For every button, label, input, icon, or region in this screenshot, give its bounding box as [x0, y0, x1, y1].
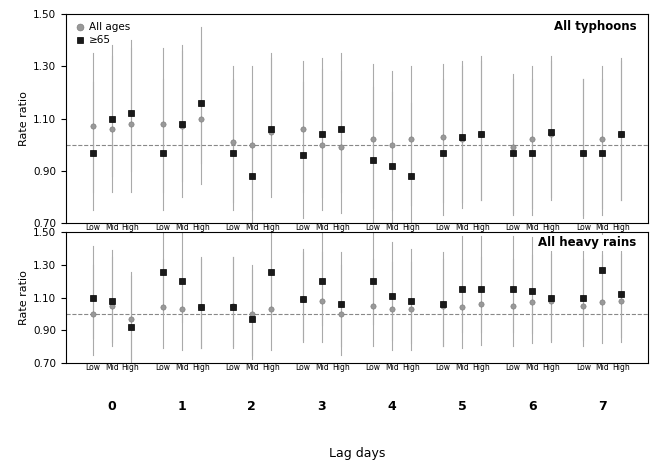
Text: Mid: Mid	[105, 223, 118, 232]
Text: Low: Low	[155, 363, 171, 372]
Text: High: High	[472, 223, 490, 232]
Text: 7: 7	[598, 400, 607, 413]
Text: 3: 3	[317, 400, 327, 413]
Text: 2: 2	[247, 400, 256, 413]
Text: High: High	[402, 223, 420, 232]
Text: Mid: Mid	[175, 223, 188, 232]
Text: 1: 1	[177, 400, 186, 413]
Text: Mid: Mid	[596, 363, 609, 372]
Text: Low: Low	[295, 363, 311, 372]
Text: Low: Low	[576, 363, 591, 372]
Text: High: High	[192, 363, 210, 372]
Text: High: High	[472, 363, 490, 372]
Text: Mid: Mid	[525, 363, 539, 372]
Text: Low: Low	[436, 363, 451, 372]
Text: High: High	[402, 363, 420, 372]
Text: All typhoons: All typhoons	[553, 20, 636, 33]
Y-axis label: Rate ratio: Rate ratio	[19, 270, 29, 325]
Text: Mid: Mid	[315, 363, 329, 372]
Text: High: High	[262, 223, 280, 232]
Text: Mid: Mid	[245, 223, 258, 232]
Text: High: High	[332, 223, 350, 232]
Text: High: High	[542, 223, 560, 232]
Text: 6: 6	[528, 400, 537, 413]
Text: Low: Low	[85, 363, 100, 372]
Text: Low: Low	[506, 363, 521, 372]
Text: Low: Low	[155, 223, 171, 232]
Text: Low: Low	[576, 223, 591, 232]
Text: 4: 4	[387, 400, 397, 413]
Text: High: High	[262, 363, 280, 372]
Text: Low: Low	[85, 223, 100, 232]
Text: Mid: Mid	[455, 363, 469, 372]
Text: High: High	[332, 363, 350, 372]
Text: All heavy rains: All heavy rains	[538, 236, 636, 249]
Text: Mid: Mid	[525, 223, 539, 232]
Text: 0: 0	[107, 400, 116, 413]
Text: Mid: Mid	[455, 223, 469, 232]
Text: 5: 5	[457, 400, 467, 413]
Text: Low: Low	[506, 223, 521, 232]
Text: Mid: Mid	[245, 363, 258, 372]
Text: High: High	[122, 223, 139, 232]
Y-axis label: Rate ratio: Rate ratio	[19, 91, 29, 146]
Text: Low: Low	[225, 363, 241, 372]
Legend: All ages, ≥65: All ages, ≥65	[71, 19, 134, 48]
Text: Mid: Mid	[385, 363, 399, 372]
Text: Mid: Mid	[105, 363, 118, 372]
Text: High: High	[542, 363, 560, 372]
Text: Lag days: Lag days	[329, 447, 385, 460]
Text: Low: Low	[295, 223, 311, 232]
Text: Low: Low	[225, 223, 241, 232]
Text: High: High	[122, 363, 139, 372]
Text: Low: Low	[366, 363, 381, 372]
Text: Mid: Mid	[175, 363, 188, 372]
Text: High: High	[192, 223, 210, 232]
Text: Low: Low	[436, 223, 451, 232]
Text: Low: Low	[366, 223, 381, 232]
Text: Mid: Mid	[385, 223, 399, 232]
Text: Mid: Mid	[315, 223, 329, 232]
Text: High: High	[612, 363, 630, 372]
Text: Mid: Mid	[596, 223, 609, 232]
Text: High: High	[612, 223, 630, 232]
